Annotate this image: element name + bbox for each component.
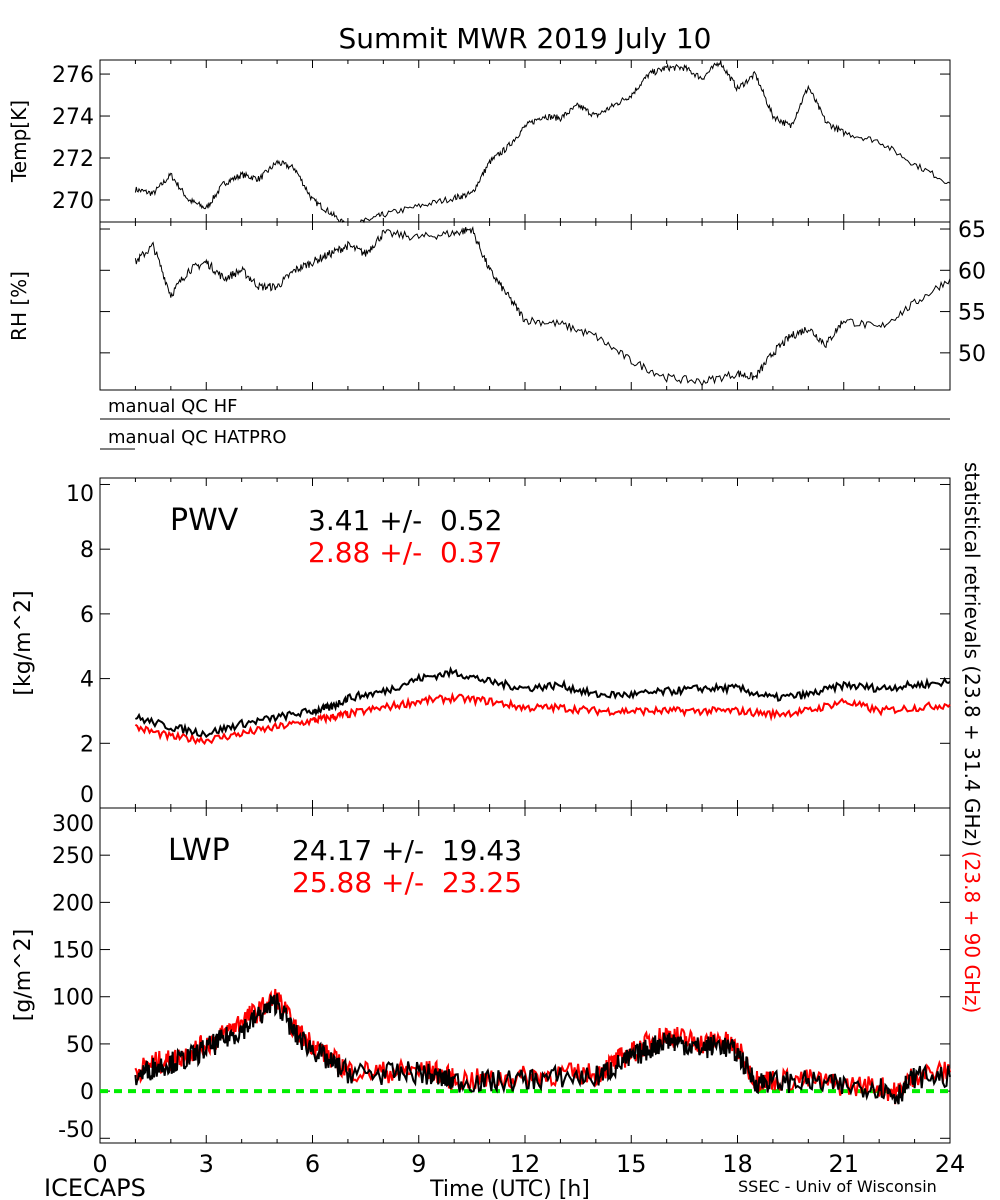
temp-ytick-label: 276 [52, 63, 94, 88]
lwp-series-23-8-90-ghz [134, 988, 951, 1105]
chart-marks: 270272274276505560650246810-500501001502… [52, 59, 986, 1178]
rh-ytick-label: 65 [958, 218, 986, 243]
rh-ytick-label: 50 [958, 342, 986, 367]
footer-right: SSEC - Univ of Wisconsin [738, 1177, 937, 1196]
x-tick-label: 24 [935, 1150, 966, 1178]
lwp-ytick-label: 100 [52, 986, 94, 1011]
x-tick-label: 18 [722, 1150, 753, 1178]
right-label-red: (23.8 + 90 GHz) [960, 851, 984, 1013]
x-tick-label: 3 [199, 1150, 214, 1178]
lwp-ytick-label: -50 [58, 1118, 94, 1143]
pwv-series-23-8-90-ghz [134, 691, 951, 746]
rh-ylabel: RH [%] [7, 271, 31, 341]
lwp-stat-black: 24.17 +/- 19.43 [292, 834, 522, 867]
lwp-ytick-label: 150 [52, 939, 94, 964]
lwp-ytick-label: 0 [80, 1080, 94, 1105]
x-tick-label: 21 [828, 1150, 859, 1178]
x-tick-label: 15 [616, 1150, 647, 1178]
lwp-ytick-label: 200 [52, 891, 94, 916]
rh-ytick-label: 60 [958, 259, 986, 284]
temp-ytick-label: 274 [52, 105, 94, 130]
temp-ytick-label: 270 [52, 189, 94, 214]
x-tick-label: 12 [510, 1150, 541, 1178]
x-tick-label: 9 [411, 1150, 426, 1178]
rh-series-rh [134, 225, 951, 387]
qc-hf-label: manual QC HF [108, 396, 237, 417]
right-axis-label: statistical retrievals (23.8 + 31.4 GHz)… [960, 462, 984, 1013]
lwp-label: LWP [168, 833, 230, 868]
temp-series-temp [134, 60, 951, 224]
pwv-series-23-8-31-4-ghz [134, 666, 951, 739]
lwp-series-23-8-31-4-ghz [134, 993, 951, 1105]
x-axis-label: Time (UTC) [h] [429, 1177, 590, 1200]
x-tick-label: 0 [92, 1150, 107, 1178]
lwp-stat-red: 25.88 +/- 23.25 [292, 866, 522, 899]
temp-ytick-label: 272 [52, 147, 94, 172]
qc-hatpro-label: manual QC HATPRO [108, 427, 287, 448]
chart-title: Summit MWR 2019 July 10 [339, 22, 712, 55]
pwv-ytick-label: 4 [80, 668, 94, 693]
lwp-ylabel: [g/m^2] [11, 929, 36, 1021]
pwv-ytick-label: 0 [80, 783, 94, 808]
pwv-ytick-label: 6 [80, 603, 94, 628]
pwv-ytick-label: 2 [80, 732, 94, 757]
footer-left: ICECAPS [44, 1174, 146, 1200]
x-tick-label: 6 [305, 1150, 320, 1178]
lwp-ytick-label: 250 [52, 844, 94, 869]
temp-ylabel: Temp[K] [7, 100, 31, 183]
lwp-ytick-label: 300 [52, 812, 94, 837]
rh-frame [99, 221, 951, 391]
pwv-ytick-label: 10 [66, 482, 94, 507]
pwv-ytick-label: 8 [80, 538, 94, 563]
pwv-ylabel: [kg/m^2] [11, 590, 36, 695]
rh-ytick-label: 55 [958, 301, 986, 326]
temp-frame [99, 59, 951, 223]
right-label-black: statistical retrievals (23.8 + 31.4 GHz) [960, 462, 984, 847]
pwv-label: PWV [170, 503, 239, 538]
lwp-ytick-label: 50 [66, 1033, 94, 1058]
pwv-stat-black: 3.41 +/- 0.52 [308, 504, 502, 537]
pwv-stat-red: 2.88 +/- 0.37 [308, 536, 502, 569]
